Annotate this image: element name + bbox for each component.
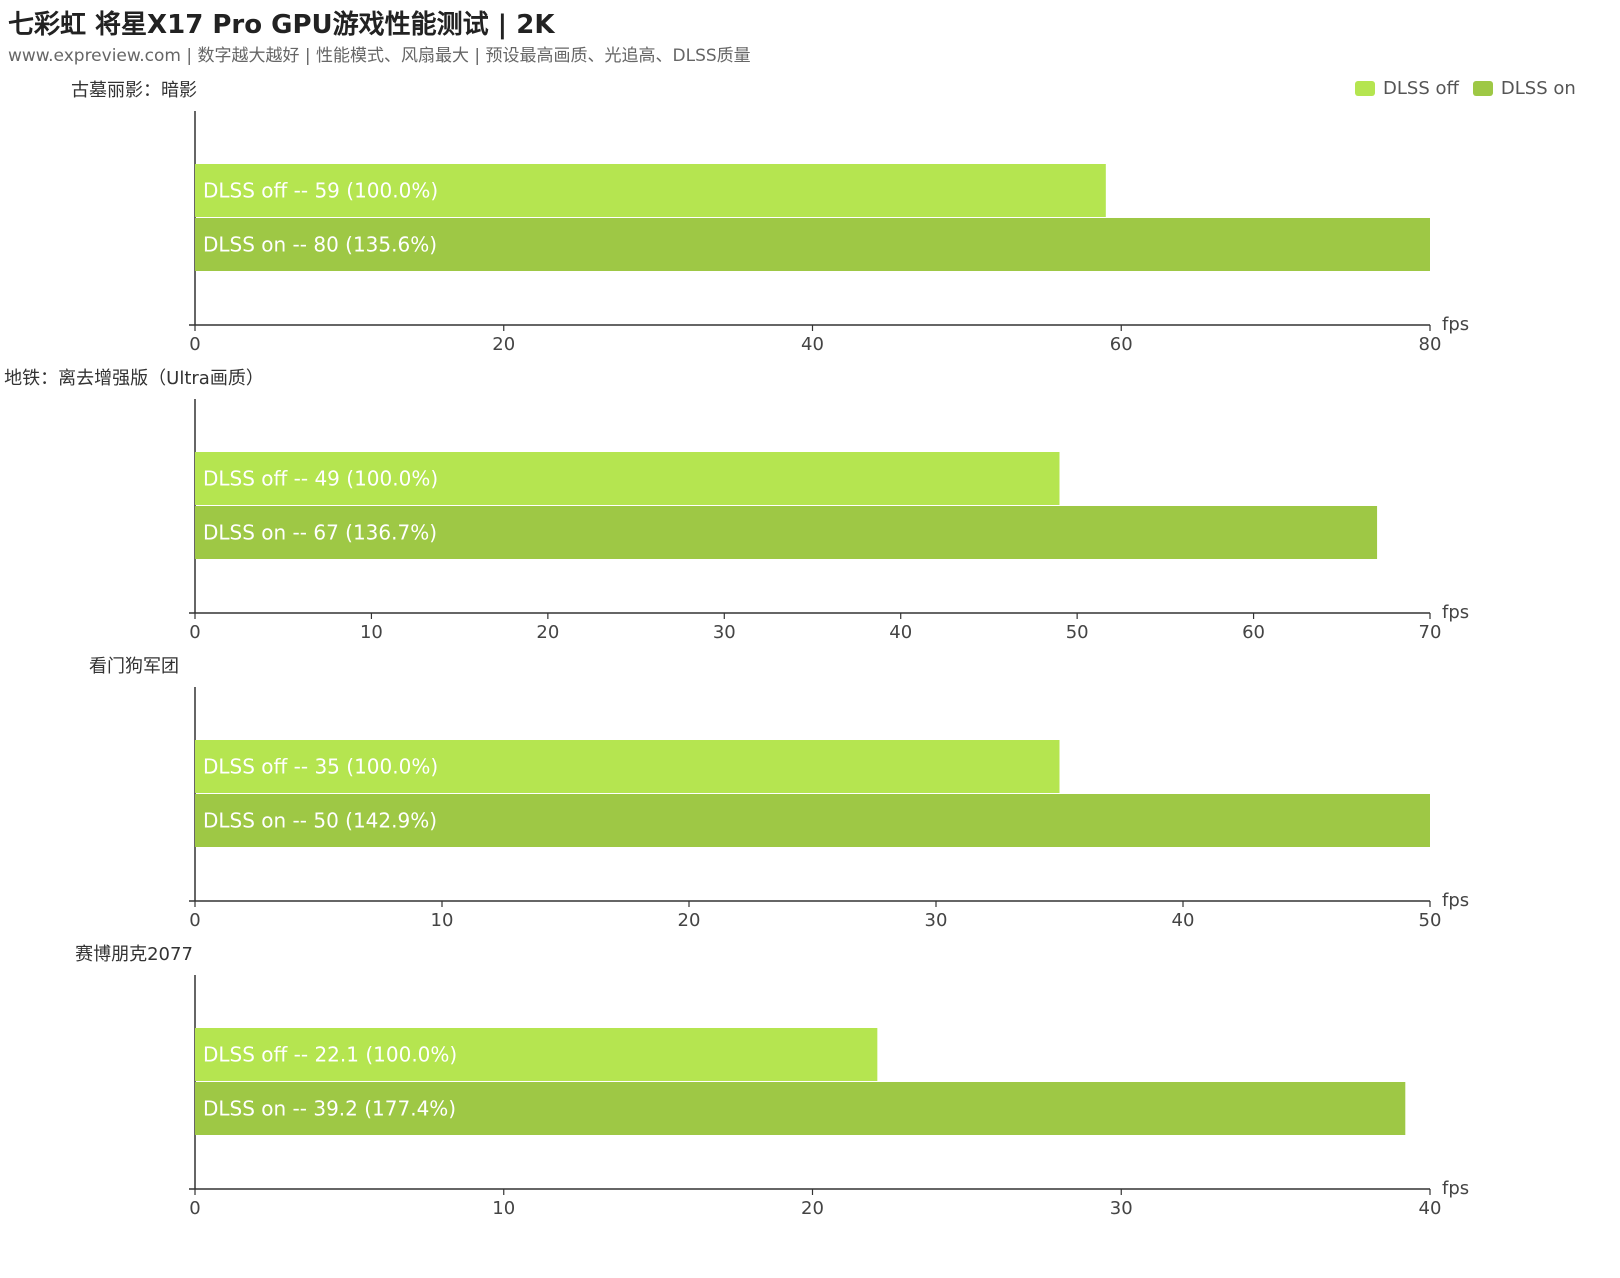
legend-item-dlss-off[interactable]: DLSS off bbox=[1355, 78, 1459, 99]
legend-swatch-dlss-off bbox=[1355, 81, 1375, 96]
bar-dlss-off[interactable] bbox=[195, 740, 1060, 793]
bar-dlss-on[interactable] bbox=[195, 1082, 1406, 1135]
x-axis-unit: fps bbox=[1442, 890, 1469, 911]
x-tick-label: 40 bbox=[1172, 910, 1195, 931]
x-tick-label: 0 bbox=[189, 910, 200, 931]
x-tick-label: 0 bbox=[189, 1198, 200, 1219]
legend-swatch-dlss-on bbox=[1472, 81, 1493, 96]
legend-item-dlss-on[interactable]: DLSS on bbox=[1472, 78, 1576, 99]
bar-label: DLSS off -- 35 (100.0%) bbox=[203, 755, 438, 779]
legend-label-dlss-off: DLSS off bbox=[1383, 78, 1459, 99]
x-tick-label: 30 bbox=[925, 910, 948, 931]
x-tick-label: 10 bbox=[431, 910, 454, 931]
bar-dlss-on[interactable] bbox=[195, 218, 1430, 271]
legend: DLSS off DLSS on bbox=[1355, 78, 1576, 99]
bar-dlss-on[interactable] bbox=[195, 506, 1378, 559]
bar-label: DLSS off -- 59 (100.0%) bbox=[203, 179, 438, 203]
x-tick-label: 60 bbox=[1110, 334, 1133, 355]
bar-dlss-off[interactable] bbox=[195, 452, 1060, 505]
legend-label-dlss-on: DLSS on bbox=[1500, 78, 1576, 99]
chart-title: 七彩虹 将星X17 Pro GPU游戏性能测试 | 2K bbox=[8, 10, 555, 40]
panel-title: 看门狗军团 bbox=[89, 656, 179, 677]
bar-label: DLSS on -- 67 (136.7%) bbox=[203, 521, 437, 545]
x-tick-label: 40 bbox=[801, 334, 824, 355]
x-tick-label: 30 bbox=[713, 622, 736, 643]
panel-title: 古墓丽影：暗影 bbox=[71, 80, 197, 101]
x-tick-label: 20 bbox=[801, 1198, 824, 1219]
x-tick-label: 0 bbox=[189, 622, 200, 643]
panel-title: 地铁：离去增强版（Ultra画质） bbox=[4, 368, 264, 389]
bar-dlss-off[interactable] bbox=[195, 1028, 878, 1081]
bar-dlss-off[interactable] bbox=[195, 164, 1106, 217]
x-tick-label: 20 bbox=[678, 910, 701, 931]
bar-label: DLSS off -- 49 (100.0%) bbox=[203, 467, 438, 491]
bar-label: DLSS on -- 80 (135.6%) bbox=[203, 233, 437, 257]
x-tick-label: 50 bbox=[1066, 622, 1089, 643]
x-tick-label: 20 bbox=[492, 334, 515, 355]
x-tick-label: 40 bbox=[889, 622, 912, 643]
x-tick-label: 40 bbox=[1419, 1198, 1442, 1219]
panel-title: 赛博朋克2077 bbox=[75, 944, 193, 965]
x-axis-unit: fps bbox=[1442, 314, 1469, 335]
x-tick-label: 60 bbox=[1242, 622, 1265, 643]
chart-subtitle: www.expreview.com | 数字越大越好 | 性能模式、风扇最大 |… bbox=[8, 46, 751, 66]
x-tick-label: 0 bbox=[189, 334, 200, 355]
bar-dlss-on[interactable] bbox=[195, 794, 1430, 847]
x-tick-label: 80 bbox=[1419, 334, 1442, 355]
x-tick-label: 50 bbox=[1419, 910, 1442, 931]
x-tick-label: 70 bbox=[1419, 622, 1442, 643]
bar-label: DLSS off -- 22.1 (100.0%) bbox=[203, 1043, 457, 1067]
x-tick-label: 10 bbox=[492, 1198, 515, 1219]
x-tick-label: 20 bbox=[536, 622, 559, 643]
x-axis-unit: fps bbox=[1442, 1178, 1469, 1199]
x-axis-unit: fps bbox=[1442, 602, 1469, 623]
x-tick-label: 10 bbox=[360, 622, 383, 643]
bar-label: DLSS on -- 50 (142.9%) bbox=[203, 809, 437, 833]
x-tick-label: 30 bbox=[1110, 1198, 1133, 1219]
bar-label: DLSS on -- 39.2 (177.4%) bbox=[203, 1097, 456, 1121]
